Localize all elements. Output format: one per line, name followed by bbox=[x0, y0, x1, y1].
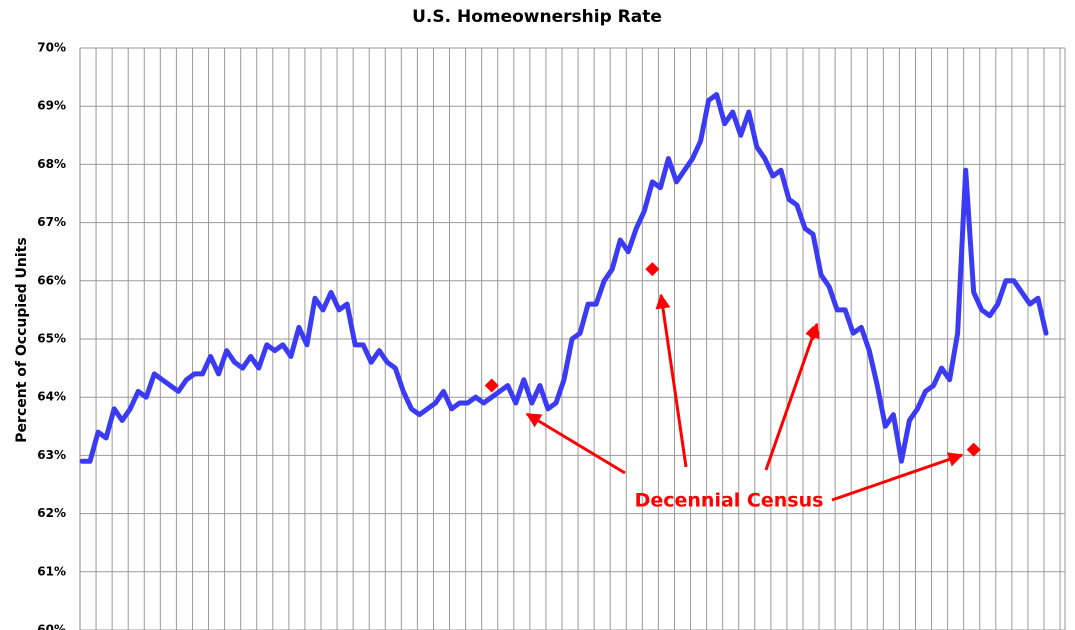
arrow bbox=[655, 293, 688, 468]
census-marker bbox=[645, 262, 660, 277]
y-tick-label: 61% bbox=[37, 564, 66, 578]
y-tick-label: 68% bbox=[37, 157, 66, 171]
annotation-arrows bbox=[525, 293, 964, 502]
data-line bbox=[79, 92, 1049, 464]
arrow bbox=[764, 322, 820, 471]
y-tick-label: 62% bbox=[37, 506, 66, 520]
y-tick-label: 67% bbox=[37, 215, 66, 229]
y-axis-label: Percent of Occupied Units bbox=[14, 237, 30, 442]
y-tick-label: 63% bbox=[37, 448, 66, 462]
arrow bbox=[831, 452, 964, 502]
grid bbox=[79, 47, 1066, 630]
y-tick-label: 69% bbox=[37, 99, 66, 113]
y-tick-label: 66% bbox=[37, 273, 66, 287]
census-marker bbox=[966, 442, 981, 457]
census-marker bbox=[484, 378, 499, 393]
arrow bbox=[525, 412, 626, 475]
annotation: Decennial Census bbox=[635, 490, 824, 512]
y-tick-label: 65% bbox=[37, 332, 66, 346]
y-tick-label: 64% bbox=[37, 390, 66, 404]
y-tick-label: 70% bbox=[37, 41, 66, 55]
y-tick-label: 60% bbox=[37, 623, 66, 630]
chart-title: U.S. Homeownership Rate bbox=[412, 7, 662, 27]
